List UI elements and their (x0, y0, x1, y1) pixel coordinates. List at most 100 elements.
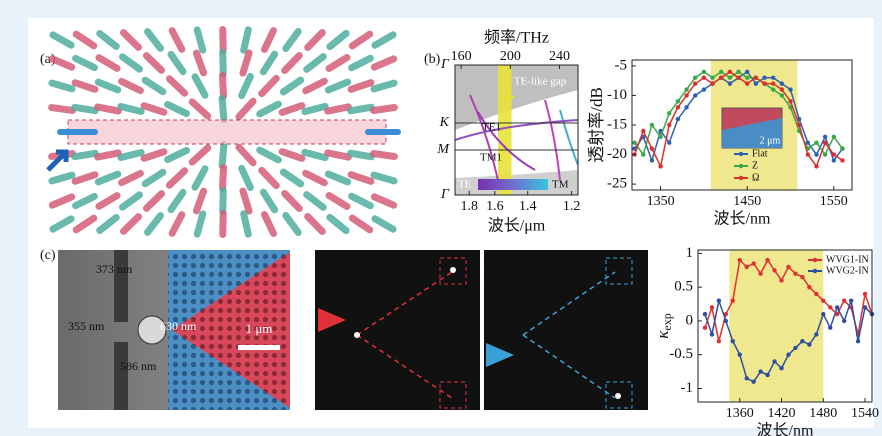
data-point (806, 152, 810, 156)
data-point (641, 152, 645, 156)
x-tick-label: 1350 (647, 194, 675, 209)
dimension-label: 586 nm (120, 359, 157, 373)
mode-label: TM1 (480, 152, 502, 164)
data-point (807, 285, 811, 289)
data-point (684, 93, 688, 97)
data-point (823, 152, 827, 156)
data-point (863, 305, 867, 309)
data-point (717, 339, 721, 343)
data-point (821, 312, 825, 316)
data-point (710, 332, 714, 336)
top-axis-label: 频率/THz (484, 29, 549, 47)
colorbar-label: TE (458, 179, 472, 191)
data-point (771, 81, 775, 85)
camera-image (315, 250, 480, 410)
data-point (684, 87, 688, 91)
legend-swatch (739, 152, 743, 156)
legend-swatch (813, 258, 817, 262)
data-point (765, 258, 769, 262)
data-point (719, 70, 723, 74)
data-point (632, 141, 636, 145)
data-point (832, 158, 836, 162)
x-tick-label: 1540 (851, 406, 879, 421)
data-point (832, 152, 836, 156)
legend-swatch (739, 176, 743, 180)
figure: (a) (b) (c) ΓKMΓ1602002401.81.61.41.2频率/… (0, 0, 882, 436)
data-point (800, 339, 804, 343)
data-point (710, 305, 714, 309)
data-point (793, 346, 797, 350)
data-point (842, 319, 846, 323)
data-point (762, 81, 766, 85)
top-tick-label: 160 (451, 49, 472, 64)
data-point (658, 135, 662, 139)
data-point (736, 76, 740, 80)
data-point (788, 87, 792, 91)
data-point (780, 93, 784, 97)
data-point (724, 319, 728, 323)
data-point (863, 292, 867, 296)
y-tick-label: -20 (607, 146, 627, 162)
y-axis-label-sub: exp (660, 313, 674, 330)
x-tick-label: 1360 (726, 406, 754, 421)
data-point (731, 298, 735, 302)
data-point (745, 265, 749, 269)
data-point (693, 76, 697, 80)
k-point-label: K (439, 115, 450, 130)
data-point (751, 380, 755, 384)
legend-label: Z (752, 160, 758, 171)
data-point (835, 305, 839, 309)
data-point (738, 258, 742, 262)
y-axis-label: 透射率/dB (587, 87, 606, 163)
data-point (736, 70, 740, 74)
data-point (676, 105, 680, 109)
legend-swatch (739, 164, 743, 168)
y-tick-label: -0.5 (669, 346, 693, 362)
y-tick-label: 1 (686, 245, 694, 261)
data-point (786, 353, 790, 357)
k-point-label: Γ (440, 57, 450, 72)
data-point (832, 135, 836, 139)
data-point (719, 76, 723, 80)
data-point (758, 271, 762, 275)
data-point (702, 87, 706, 91)
data-point (702, 70, 706, 74)
top-tick-label: 240 (549, 49, 570, 64)
data-point (728, 81, 732, 85)
data-point (772, 359, 776, 363)
data-point (650, 146, 654, 150)
y-tick-label: 0 (686, 312, 694, 328)
y-axis-label-main: 透射率/dB (587, 87, 606, 163)
data-point (793, 271, 797, 275)
data-point (676, 99, 680, 103)
data-point (745, 70, 749, 74)
data-point (703, 312, 707, 316)
legend-label: Ω (752, 172, 759, 183)
rod (219, 210, 227, 238)
colorbar (478, 179, 548, 190)
data-point (779, 366, 783, 370)
data-point (731, 339, 735, 343)
panel-label: (c) (40, 248, 56, 263)
data-point (717, 298, 721, 302)
x-tick-label: 1450 (733, 194, 761, 209)
data-point (702, 76, 706, 80)
dimension-label: 373 nm (96, 262, 133, 276)
waveguide-region (68, 120, 386, 144)
data-point (814, 141, 818, 145)
scatter-spot (354, 332, 360, 338)
data-point (658, 164, 662, 168)
data-point (676, 117, 680, 121)
mode-label: TE1 (482, 122, 501, 134)
data-point (745, 76, 749, 80)
data-point (807, 342, 811, 346)
camera-image (484, 250, 648, 410)
data-point (667, 111, 671, 115)
data-point (840, 158, 844, 162)
data-point (840, 146, 844, 150)
data-point (703, 325, 707, 329)
data-point (754, 76, 758, 80)
y-tick-label: -1 (681, 380, 694, 396)
legend-label: WVG1-IN (826, 254, 869, 265)
inset-label: 2 μm (760, 135, 781, 146)
